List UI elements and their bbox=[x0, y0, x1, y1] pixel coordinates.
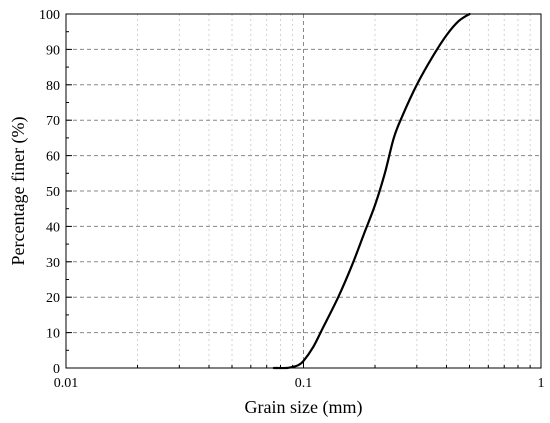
y-tick-label: 20 bbox=[46, 291, 60, 306]
y-tick-label: 0 bbox=[53, 362, 60, 377]
series-layer bbox=[272, 12, 471, 370]
y-tick-label: 70 bbox=[46, 114, 60, 129]
y-tick-label: 30 bbox=[46, 256, 60, 271]
tick-labels: 0 10 20 30 40 50 60 70 80 90 100 0.01 0.1 1 bbox=[39, 8, 545, 391]
axis-ticks bbox=[65, 13, 542, 369]
x-tick-label: 1 bbox=[538, 376, 545, 391]
y-tick-label: 80 bbox=[46, 79, 60, 94]
y-tick-label: 50 bbox=[46, 185, 60, 200]
y-axis-title: Percentage finer (%) bbox=[8, 117, 29, 266]
y-tick-label: 40 bbox=[46, 220, 60, 235]
x-tick-label: 0.1 bbox=[295, 376, 313, 391]
y-tick-label: 60 bbox=[46, 150, 60, 165]
y-tick-label: 10 bbox=[46, 327, 60, 342]
x-axis-title: Grain size (mm) bbox=[245, 397, 363, 418]
y-tick-label: 100 bbox=[39, 8, 60, 23]
x-tick-label: 0.01 bbox=[54, 376, 79, 391]
y-tick-label: 90 bbox=[46, 43, 60, 58]
series-line bbox=[272, 12, 471, 370]
grid bbox=[66, 14, 541, 368]
